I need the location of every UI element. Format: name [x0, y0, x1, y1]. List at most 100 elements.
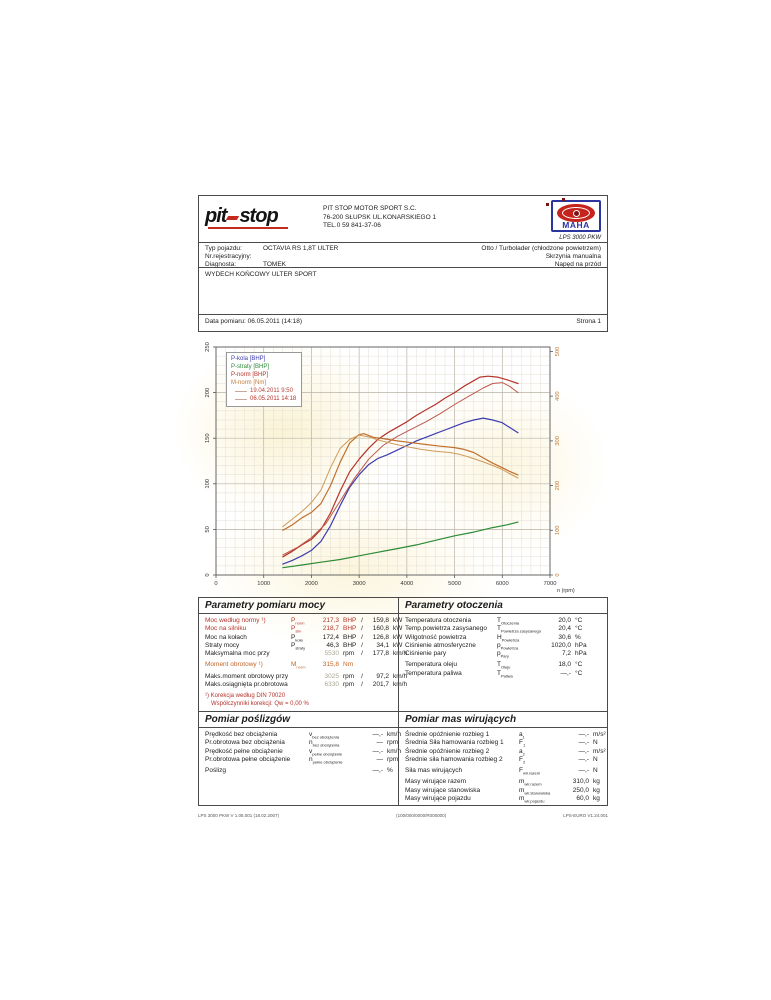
- row-value: 7,2: [561, 650, 571, 658]
- row-label: Masy wirujące pojazdu: [405, 795, 471, 803]
- row-unit: N: [593, 739, 598, 747]
- slip-row: Pr.obrotowa bez obciążenia nbez obciążeni…: [205, 739, 398, 748]
- svg-text:7000: 7000: [544, 581, 557, 587]
- masses-row: Masy wirujące pojazdu mwir.pojazdu 60,0 kg: [405, 795, 605, 803]
- vehicle-row: Diagnosta: TOMEK Napęd na przód: [205, 261, 601, 269]
- row-value: 20,0: [558, 617, 571, 624]
- svg-text:2000: 2000: [305, 581, 318, 587]
- row-symbol: nbez obciążenia: [309, 739, 340, 748]
- dyno-chart: 0 1000 2000 3000 4000 5000 6000 7000 0 50 100 150 20…: [198, 332, 608, 598]
- svg-text:150: 150: [205, 433, 211, 443]
- legend-label: P-kola [BHP]: [231, 356, 266, 362]
- legend-entry: P-straty [BHP]: [231, 363, 296, 371]
- maha-logo-box: MAHA: [546, 198, 601, 232]
- masses-rows: Średnie opóźnienie rozbieg 1 a1 —,- m/s² Śre…: [399, 728, 607, 803]
- row-symbol: Mnorm: [291, 661, 306, 670]
- company-street: 76-200 SŁUPSK UL.KONARSKIEGO 1: [323, 213, 437, 221]
- row-unit: km/h: [387, 731, 402, 738]
- row-label: Temperatura otoczenia: [405, 617, 472, 624]
- row-label: Siła mas wirujących: [405, 767, 463, 775]
- row-unit: kg: [593, 795, 600, 803]
- row-value: —,-: [578, 731, 589, 738]
- slip-row: Poślizg —,-%: [205, 767, 396, 775]
- section-title: Pomiar poślizgów: [199, 712, 398, 728]
- row-symbol: a1: [519, 731, 525, 740]
- row-unit-2: kW: [393, 617, 403, 624]
- row-symbol: F1: [519, 739, 526, 748]
- row-value: 18,0: [558, 661, 571, 669]
- row-value: 315,8: [322, 661, 339, 669]
- row-label: Temperatura oleju: [405, 661, 458, 669]
- row-value: 1020,0: [551, 641, 571, 649]
- row-label: Poślizg: [205, 767, 226, 775]
- row-value: 172,4: [322, 633, 339, 641]
- slip-rows: Prędkość bez obciążenia vbez obciążenia —,…: [199, 728, 402, 775]
- section-title: Parametry pomiaru mocy: [199, 598, 398, 614]
- section-masses: Pomiar mas wirujących Średnie opóźnienie…: [398, 711, 608, 806]
- svg-text:100: 100: [205, 479, 211, 489]
- row-symbol: Psiln: [291, 625, 302, 634]
- power-row: Maks.moment obrotowy przy 3025 rpm / 97,2 km/…: [205, 672, 407, 681]
- row-symbol: mwir.stanowiska: [519, 786, 551, 796]
- vehicle-value: TOMEK: [263, 260, 286, 268]
- row-value-2: 160,8: [372, 625, 389, 633]
- row-value: —,-: [372, 767, 383, 775]
- row-value: 6330: [324, 680, 339, 688]
- row-unit: °C: [575, 669, 583, 677]
- row-separator: /: [361, 633, 363, 641]
- legend-label: 06.05.2011 14:18: [250, 396, 297, 402]
- footnote: Współczynniki korekcji: Qw = 0,00 %: [211, 700, 309, 707]
- legend-label: 19.04.2011 9:50: [250, 388, 293, 394]
- row-label: Straty mocy: [205, 641, 240, 649]
- svg-text:0: 0: [214, 581, 217, 587]
- row-label: Prędkość pełne obciążenie: [205, 747, 283, 755]
- masses-row: Średnie opóźnienie rozbieg 2 a2 —,- m/s²: [405, 747, 606, 756]
- footnote: ¹) Korekcja według DIN 70020: [205, 693, 286, 700]
- row-symbol: Pkoła: [291, 633, 303, 642]
- svg-text:250: 250: [205, 342, 211, 352]
- row-label: Pr.obrotowa bez obciążenia: [205, 739, 285, 747]
- environment-row: Ciśnienie atmosferyczne pPowietrza 1020,0 h…: [405, 642, 605, 650]
- vehicle-row: Typ pojazdu: OCTAVIA RS 1,8T ULTER Otto / …: [205, 245, 601, 253]
- row-unit: rpm: [343, 680, 355, 688]
- row-unit: m/s²: [593, 731, 606, 738]
- row-label: Prędkość bez obciążenia: [205, 731, 278, 738]
- power-row: Moc według normy ¹) Pnorm 217,3 BHP / 159,8 kW: [205, 617, 402, 625]
- row-value: —,-: [578, 767, 589, 775]
- environment-row: Temp.powietrza zasysanego TPowietrza zasy…: [405, 625, 605, 633]
- row-symbol: mwir.razem: [519, 778, 542, 787]
- chart-legend: P-kola [BHP] P-straty [BHP] P-norm [BHP] M-…: [226, 352, 303, 407]
- row-separator: /: [361, 680, 363, 688]
- environment-row: Temperatura otoczenia TOtoczenia 20,0 °C: [405, 617, 605, 625]
- row-label: Moment obrotowy ¹): [205, 661, 263, 669]
- slip-row: Pr.obrotowa pełne obciążenie npełne obcią…: [205, 756, 398, 764]
- comment-box: WYDECH KOŃCOWY ULTER SPORT: [198, 267, 608, 315]
- row-separator: /: [361, 617, 363, 624]
- measurement-date-bar: Data pomiaru: 06.05.2011 (14:18) Strona …: [198, 314, 608, 332]
- vehicle-right-value: Skrzynia manualna: [545, 252, 601, 260]
- row-label: Maksymalna moc przy: [205, 650, 270, 658]
- row-unit: BHP: [343, 633, 357, 641]
- svg-text:n (rpm): n (rpm): [557, 588, 575, 594]
- row-unit-2: km/h: [393, 650, 408, 658]
- photo-artifact-dot: [546, 203, 549, 206]
- row-value: —,-: [560, 669, 571, 677]
- row-value: 217,3: [322, 617, 339, 624]
- row-symbol: pPowietrza: [497, 641, 519, 651]
- logo-red-underline: [208, 227, 288, 229]
- legend-entry: 06.05.2011 14:18: [231, 395, 296, 403]
- row-value: 3025: [324, 672, 339, 680]
- power-row: Moment obrotowy ¹) Mnorm 315,8 Nm: [205, 661, 396, 669]
- row-separator: /: [361, 672, 363, 680]
- report-header: pit stop PIT STOP MOTOR SPORT S.C. 76-200…: [198, 195, 608, 243]
- row-label: Moc według normy ¹): [205, 617, 266, 624]
- row-unit: rpm: [387, 755, 399, 763]
- vehicle-value: OCTAVIA RS 1,8T ULTER: [263, 245, 339, 252]
- legend-line-icon: [235, 398, 247, 400]
- report-footer: LPS 3000 PKW V 1.08.001 (18.02.2007) (10…: [198, 813, 608, 818]
- row-value: —,-: [578, 747, 589, 755]
- vehicle-rows: Typ pojazdu: OCTAVIA RS 1,8T ULTER Otto / …: [205, 245, 601, 268]
- row-unit: kg: [593, 786, 600, 794]
- masses-row: Średnie siła hamowania rozbieg 2 F2 —,- N: [405, 756, 605, 764]
- row-symbol: TPaliwa: [497, 669, 513, 679]
